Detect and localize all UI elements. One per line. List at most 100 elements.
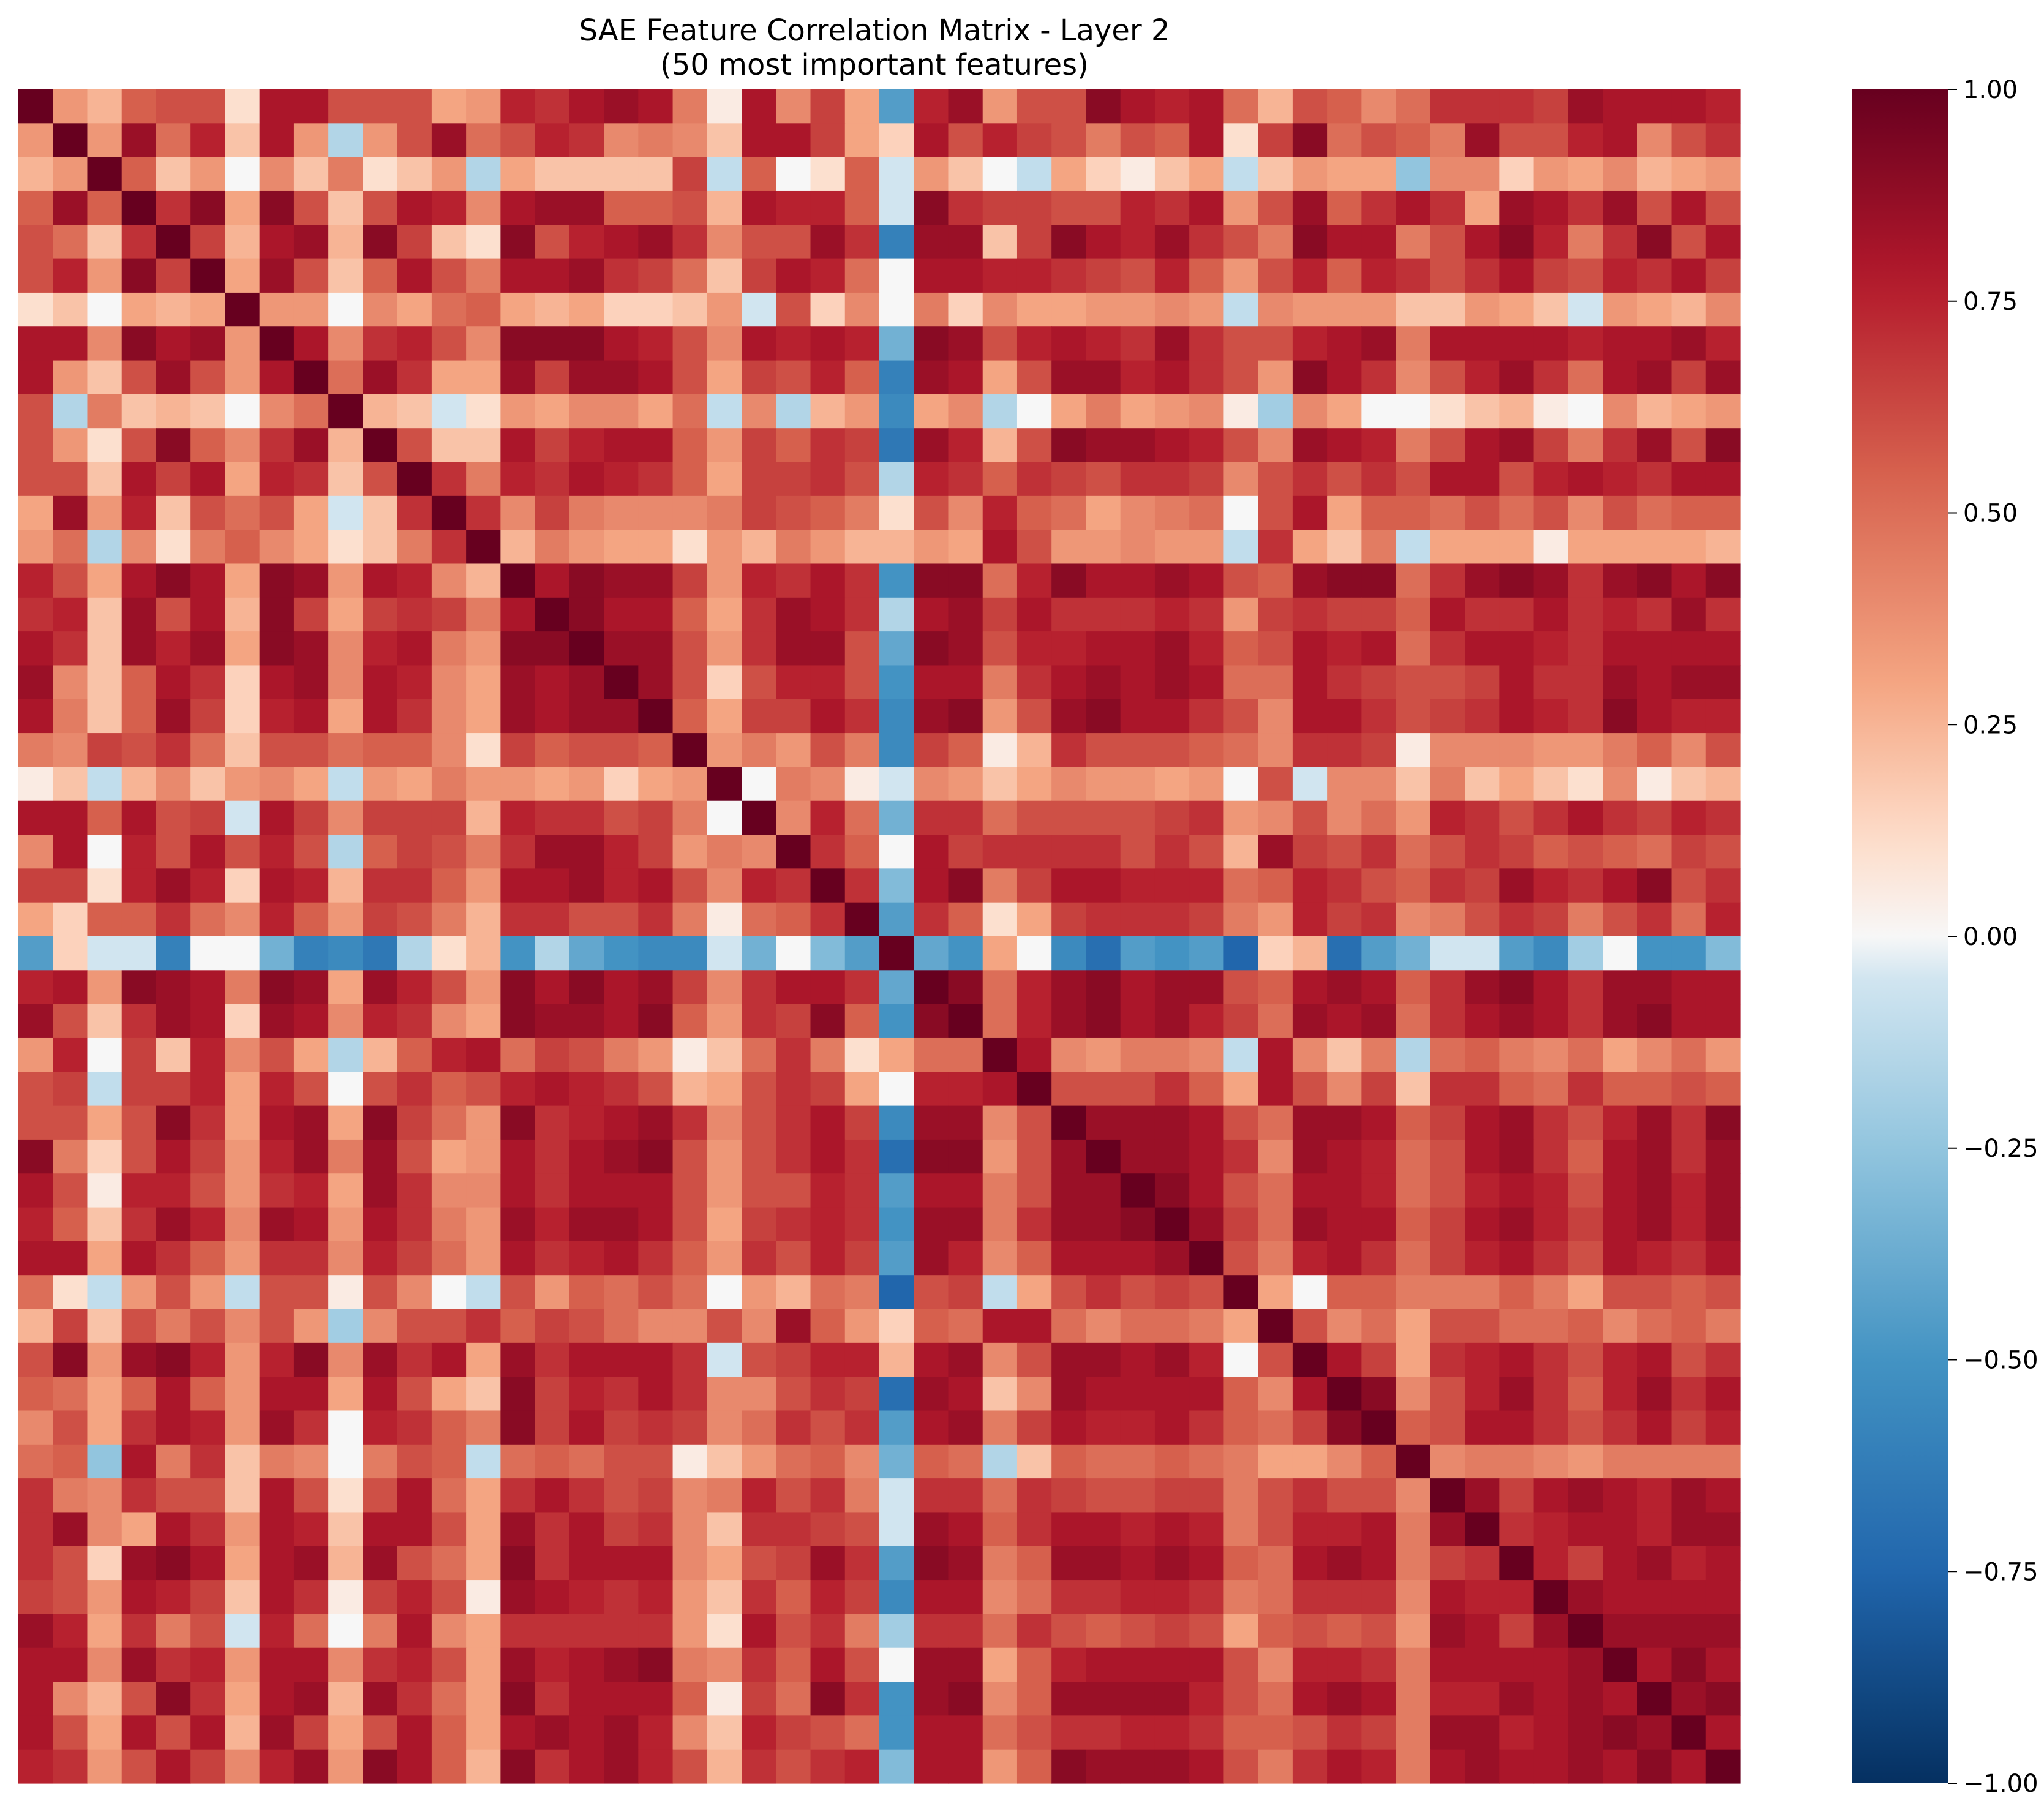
heatmap-cell <box>1086 1207 1121 1242</box>
heatmap-cell <box>500 1512 536 1547</box>
heatmap-cell <box>948 495 983 530</box>
heatmap-cell <box>1603 868 1637 903</box>
heatmap-cell <box>431 1512 467 1547</box>
heatmap-cell <box>259 1580 295 1614</box>
heatmap-cell <box>259 1139 295 1174</box>
heatmap-cell <box>1499 1682 1535 1716</box>
heatmap-cell <box>293 1546 329 1581</box>
heatmap-cell <box>121 1342 157 1377</box>
heatmap-cell <box>810 530 846 565</box>
heatmap-cell <box>982 157 1018 192</box>
heatmap-cell <box>1568 1275 1603 1310</box>
heatmap-cell <box>1051 225 1087 260</box>
heatmap-cell <box>879 258 914 293</box>
heatmap-cell <box>604 1580 639 1614</box>
heatmap-cell <box>1465 326 1500 361</box>
heatmap-cell <box>1671 902 1707 937</box>
heatmap-cell <box>1705 1207 1741 1242</box>
heatmap-cell <box>1051 1139 1087 1174</box>
heatmap-cell <box>810 225 846 260</box>
heatmap-cell <box>1361 631 1397 666</box>
heatmap-cell <box>776 1207 811 1242</box>
heatmap-cell <box>1223 563 1259 598</box>
heatmap-cell <box>1568 394 1603 429</box>
heatmap-cell <box>914 157 949 192</box>
heatmap-cell <box>1154 1580 1190 1614</box>
heatmap-cell <box>1258 767 1293 802</box>
heatmap-cell <box>1189 970 1224 1005</box>
heatmap-cell <box>87 1410 122 1445</box>
heatmap-cell <box>1396 225 1431 260</box>
heatmap-cell <box>259 1478 295 1513</box>
heatmap-cell <box>87 1580 122 1614</box>
heatmap-cell <box>1499 597 1535 632</box>
heatmap-cell <box>1223 190 1259 225</box>
heatmap-cell <box>672 1241 708 1276</box>
heatmap-cell <box>1499 1207 1535 1242</box>
heatmap-cell <box>1016 428 1052 463</box>
heatmap-cell <box>672 1139 708 1174</box>
heatmap-cell <box>190 800 226 835</box>
heatmap-cell <box>225 326 260 361</box>
heatmap-cell <box>1499 1342 1535 1377</box>
heatmap-cells <box>18 89 1741 1784</box>
heatmap-cell <box>1223 1614 1259 1649</box>
heatmap-cell <box>1637 1715 1672 1750</box>
heatmap-cell <box>742 1037 776 1072</box>
heatmap-cell <box>914 597 949 632</box>
heatmap-cell <box>1430 1682 1465 1716</box>
heatmap-cell <box>328 936 363 971</box>
heatmap-cell <box>982 1309 1018 1344</box>
heatmap-cell <box>707 970 742 1005</box>
heatmap-cell <box>1258 1512 1293 1547</box>
heatmap-cell <box>328 326 363 361</box>
heatmap-cell <box>431 699 467 734</box>
heatmap-cell <box>1016 123 1052 158</box>
heatmap-cell <box>1499 665 1535 700</box>
heatmap-cell <box>156 530 191 565</box>
heatmap-cell <box>879 1444 914 1479</box>
heatmap-cell <box>742 530 776 565</box>
heatmap-cell <box>1154 835 1190 869</box>
heatmap-cell <box>604 1512 639 1547</box>
heatmap-cell <box>1396 1275 1431 1310</box>
heatmap-cell <box>1223 1139 1259 1174</box>
heatmap-cell <box>1533 1275 1569 1310</box>
heatmap-cell <box>844 835 880 869</box>
heatmap-cell <box>293 1139 329 1174</box>
heatmap-cell <box>638 326 674 361</box>
heatmap-cell <box>638 1546 674 1581</box>
heatmap-cell <box>397 1105 432 1140</box>
heatmap-cell <box>776 631 811 666</box>
heatmap-cell <box>190 1749 226 1784</box>
heatmap-cell <box>1223 495 1259 530</box>
heatmap-cell <box>53 1275 88 1310</box>
heatmap-cell <box>259 800 295 835</box>
heatmap-cell <box>225 597 260 632</box>
heatmap-cell <box>156 631 191 666</box>
heatmap-cell <box>776 462 811 497</box>
colorbar-tick-label: 0.25 <box>1963 711 2018 739</box>
heatmap-cell <box>672 1715 708 1750</box>
heatmap-cell <box>293 1512 329 1547</box>
heatmap-cell <box>672 767 708 802</box>
heatmap-cell <box>638 1478 674 1513</box>
heatmap-cell <box>293 835 329 869</box>
heatmap-cell <box>1154 1037 1190 1072</box>
heatmap-cell <box>535 428 570 463</box>
heatmap-cell <box>121 1647 157 1682</box>
heatmap-cell <box>844 326 880 361</box>
heatmap-cell <box>1016 1647 1052 1682</box>
heatmap-cell <box>363 1410 398 1445</box>
heatmap-cell <box>363 190 398 225</box>
heatmap-cell <box>569 1072 604 1107</box>
heatmap-cell <box>604 1546 639 1581</box>
heatmap-cell <box>53 631 88 666</box>
heatmap-cell <box>18 394 53 429</box>
heatmap-cell <box>914 563 949 598</box>
heatmap-cell <box>87 394 122 429</box>
heatmap-cell <box>466 1275 501 1310</box>
heatmap-cell <box>87 767 122 802</box>
heatmap-cell <box>156 123 191 158</box>
heatmap-cell <box>1430 970 1465 1005</box>
